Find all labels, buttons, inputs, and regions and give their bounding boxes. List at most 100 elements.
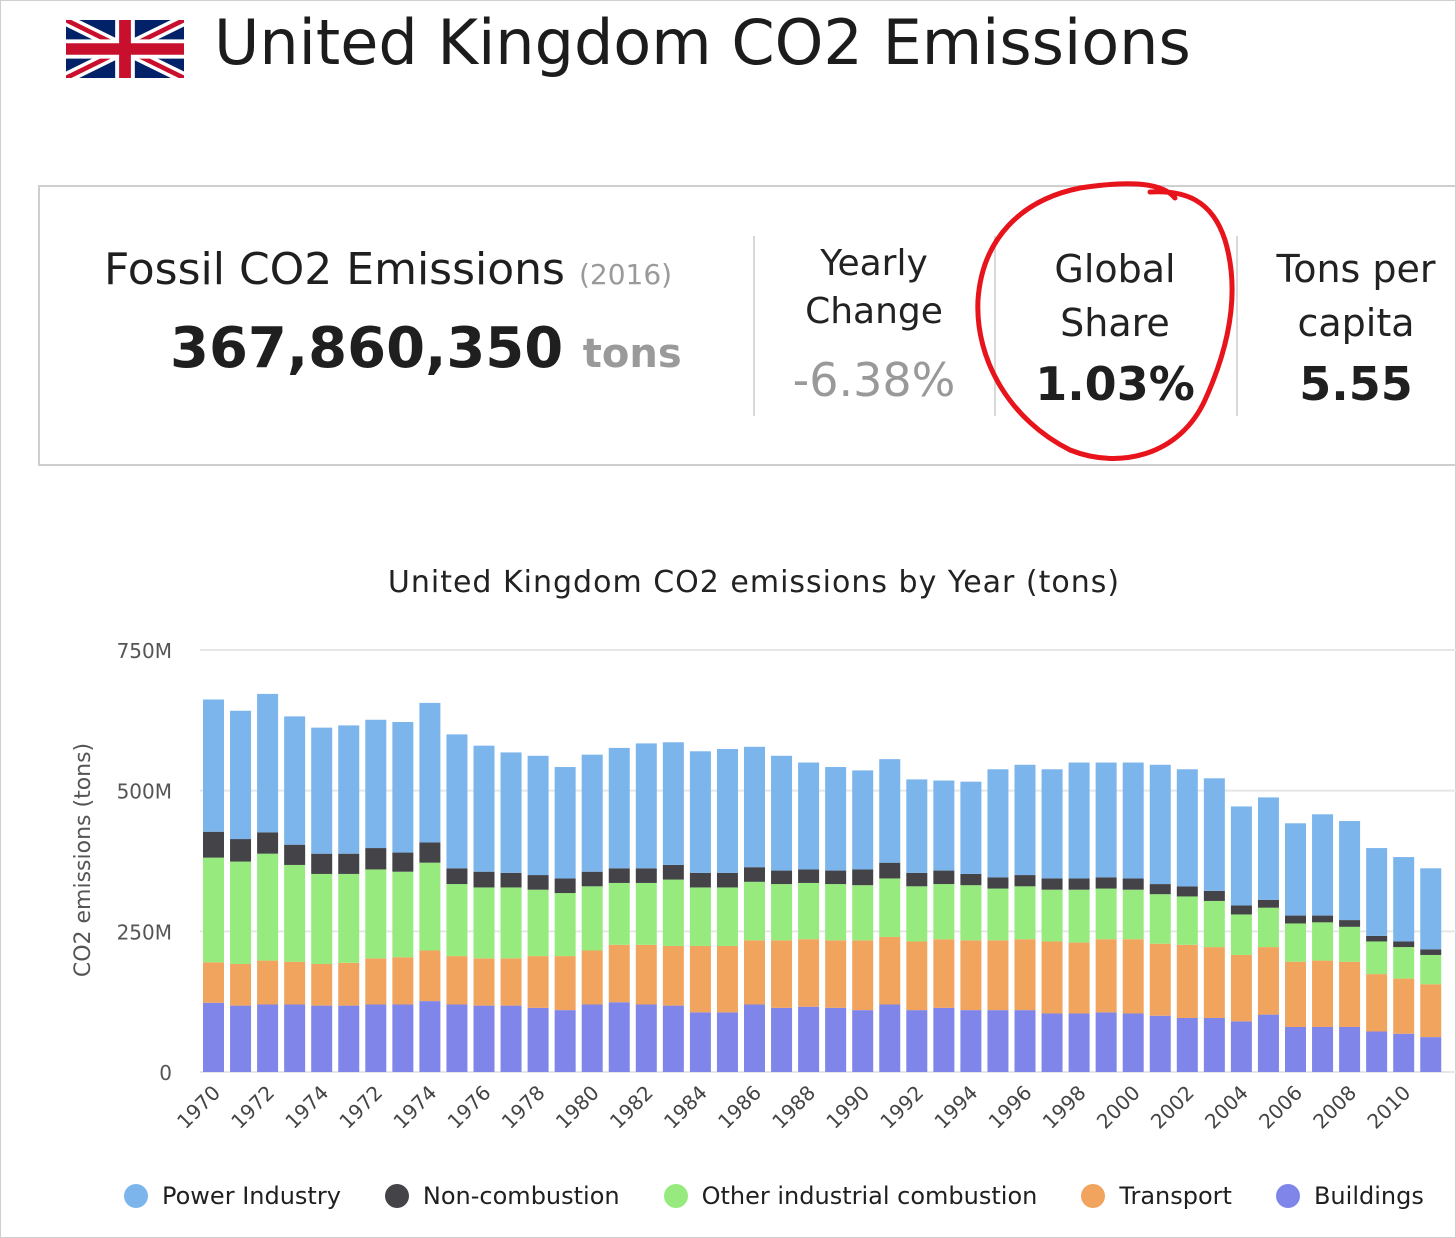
bar-segment-transport[interactable] [1257, 947, 1279, 1015]
bar-segment-transport[interactable] [257, 960, 279, 1005]
bar-segment-power-industry[interactable] [473, 745, 495, 872]
bar-segment-power-industry[interactable] [284, 716, 306, 845]
bar-segment-other-industrial-combustion[interactable] [608, 882, 630, 945]
bar-segment-transport[interactable] [960, 940, 982, 1011]
bar-segment-non-combustion[interactable] [1285, 915, 1306, 924]
bar-segment-other-industrial-combustion[interactable] [203, 857, 224, 963]
bar-segment-buildings[interactable] [581, 1004, 603, 1072]
bar-segment-non-combustion[interactable] [1393, 941, 1415, 948]
bar-segment-power-industry[interactable] [771, 755, 793, 871]
bar-segment-buildings[interactable] [879, 1004, 901, 1072]
bar-segment-power-industry[interactable] [311, 727, 333, 854]
bar-segment-power-industry[interactable] [798, 762, 820, 870]
bar-segment-buildings[interactable] [1149, 1015, 1171, 1072]
bar-segment-other-industrial-combustion[interactable] [500, 887, 522, 959]
bar-segment-transport[interactable] [338, 962, 360, 1006]
bar-segment-other-industrial-combustion[interactable] [1176, 896, 1198, 945]
bar-segment-transport[interactable] [662, 945, 684, 1006]
bar-segment-buildings[interactable] [1041, 1013, 1063, 1072]
bar-segment-non-combustion[interactable] [419, 842, 441, 863]
bar-segment-other-industrial-combustion[interactable] [1068, 889, 1090, 943]
bar-segment-power-industry[interactable] [987, 769, 1009, 878]
bar-segment-other-industrial-combustion[interactable] [716, 887, 738, 946]
bar-segment-non-combustion[interactable] [392, 852, 414, 872]
bar-segment-non-combustion[interactable] [716, 872, 738, 888]
bar-segment-power-industry[interactable] [1041, 769, 1063, 879]
bar-segment-transport[interactable] [365, 958, 387, 1005]
bar-segment-buildings[interactable] [392, 1004, 414, 1072]
bar-segment-buildings[interactable] [1068, 1013, 1090, 1072]
bar-segment-buildings[interactable] [798, 1006, 820, 1072]
bar-segment-other-industrial-combustion[interactable] [879, 878, 901, 937]
bar-segment-transport[interactable] [852, 940, 874, 1011]
bar-segment-power-industry[interactable] [581, 754, 603, 872]
bar-segment-buildings[interactable] [446, 1004, 468, 1072]
bar-segment-buildings[interactable] [311, 1005, 333, 1072]
bar-segment-buildings[interactable] [1203, 1017, 1225, 1072]
bar-segment-non-combustion[interactable] [689, 872, 711, 888]
bar-segment-transport[interactable] [1420, 984, 1442, 1038]
bar-segment-transport[interactable] [771, 940, 793, 1008]
bar-segment-power-industry[interactable] [1230, 806, 1252, 906]
bar-segment-buildings[interactable] [744, 1004, 765, 1072]
bar-segment-power-industry[interactable] [825, 767, 847, 871]
bar-segment-transport[interactable] [798, 939, 820, 1007]
legend-item-non-combustion[interactable]: Non-combustion [384, 1182, 620, 1210]
bar-segment-other-industrial-combustion[interactable] [1312, 922, 1334, 961]
bar-segment-transport[interactable] [527, 956, 549, 1008]
bar-segment-power-industry[interactable] [1014, 764, 1036, 876]
bar-segment-non-combustion[interactable] [311, 853, 333, 874]
bar-segment-transport[interactable] [554, 956, 576, 1011]
bar-segment-buildings[interactable] [419, 1001, 441, 1072]
bar-segment-transport[interactable] [987, 940, 1009, 1011]
bar-segment-non-combustion[interactable] [852, 869, 874, 886]
legend-item-power-industry[interactable]: Power Industry [124, 1182, 341, 1210]
bar-segment-other-industrial-combustion[interactable] [1393, 947, 1415, 979]
bar-segment-buildings[interactable] [1339, 1026, 1361, 1072]
bar-segment-other-industrial-combustion[interactable] [230, 861, 252, 964]
bar-segment-transport[interactable] [500, 958, 522, 1006]
bar-segment-transport[interactable] [906, 941, 928, 1011]
bar-segment-buildings[interactable] [716, 1012, 738, 1072]
bar-segment-non-combustion[interactable] [1366, 935, 1388, 942]
bar-segment-non-combustion[interactable] [798, 869, 820, 883]
bar-segment-buildings[interactable] [257, 1004, 279, 1072]
bar-segment-non-combustion[interactable] [987, 877, 1009, 889]
bar-segment-non-combustion[interactable] [825, 870, 847, 885]
bar-segment-buildings[interactable] [203, 1002, 224, 1072]
bar-segment-non-combustion[interactable] [1339, 920, 1361, 927]
bar-segment-non-combustion[interactable] [960, 873, 982, 886]
bar-segment-non-combustion[interactable] [1420, 949, 1442, 955]
bar-segment-buildings[interactable] [662, 1005, 684, 1072]
bar-segment-power-industry[interactable] [446, 734, 468, 869]
bar-segment-non-combustion[interactable] [257, 832, 279, 854]
bar-segment-other-industrial-combustion[interactable] [744, 881, 765, 941]
bar-segment-other-industrial-combustion[interactable] [1339, 926, 1361, 962]
legend-item-buildings[interactable]: Buildings [1275, 1182, 1424, 1210]
bar-segment-power-industry[interactable] [933, 780, 955, 871]
bar-segment-non-combustion[interactable] [1149, 884, 1171, 895]
bar-segment-buildings[interactable] [1420, 1037, 1442, 1072]
bar-segment-buildings[interactable] [933, 1007, 955, 1072]
bar-segment-buildings[interactable] [1176, 1017, 1198, 1072]
bar-segment-transport[interactable] [1393, 978, 1415, 1034]
bar-segment-other-industrial-combustion[interactable] [419, 862, 441, 951]
bar-segment-non-combustion[interactable] [662, 864, 684, 880]
bar-segment-other-industrial-combustion[interactable] [1285, 923, 1306, 962]
bar-segment-other-industrial-combustion[interactable] [1122, 889, 1144, 940]
bar-segment-other-industrial-combustion[interactable] [365, 869, 387, 959]
bar-segment-power-industry[interactable] [392, 722, 414, 853]
bar-segment-other-industrial-combustion[interactable] [1203, 900, 1225, 948]
bar-segment-buildings[interactable] [1095, 1012, 1117, 1072]
bar-segment-non-combustion[interactable] [554, 878, 576, 894]
bar-segment-transport[interactable] [473, 958, 495, 1006]
bar-segment-other-industrial-combustion[interactable] [1420, 954, 1442, 985]
bar-segment-other-industrial-combustion[interactable] [771, 884, 793, 941]
bar-segment-buildings[interactable] [1122, 1013, 1144, 1072]
bar-segment-non-combustion[interactable] [1203, 890, 1225, 901]
bar-segment-non-combustion[interactable] [284, 844, 306, 865]
bar-segment-other-industrial-combustion[interactable] [446, 884, 468, 957]
bar-segment-buildings[interactable] [500, 1005, 522, 1072]
bar-segment-non-combustion[interactable] [933, 870, 955, 885]
bar-segment-other-industrial-combustion[interactable] [689, 887, 711, 946]
